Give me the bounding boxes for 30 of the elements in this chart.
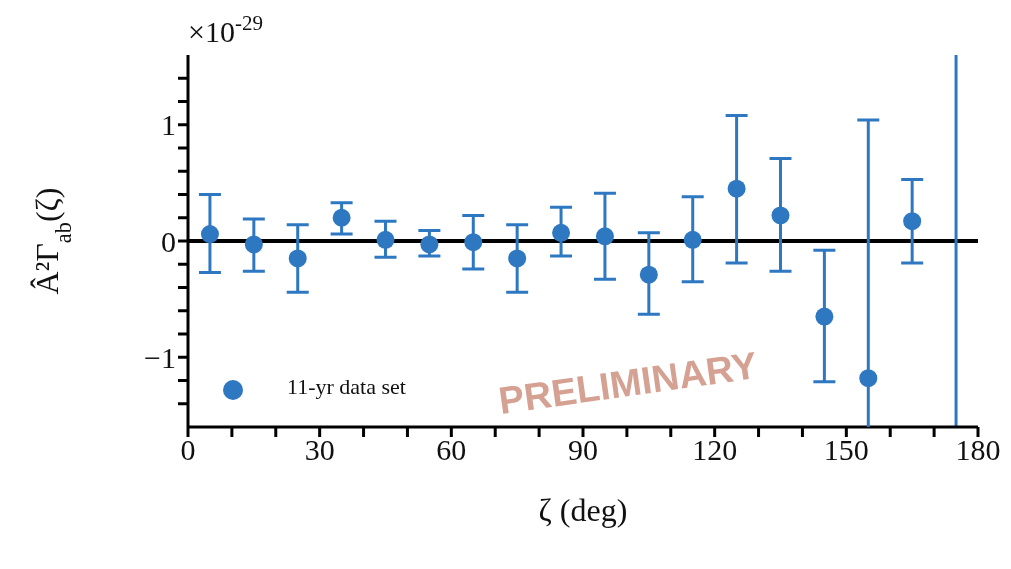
point bbox=[376, 230, 395, 249]
y-tick-label: 0 bbox=[161, 224, 176, 258]
point bbox=[552, 223, 571, 242]
point bbox=[595, 227, 614, 246]
x-tick-label: 120 bbox=[692, 433, 738, 467]
point bbox=[508, 249, 527, 268]
point bbox=[815, 307, 834, 326]
point bbox=[771, 206, 790, 225]
point bbox=[244, 235, 263, 254]
x-tick-label: 90 bbox=[568, 433, 598, 467]
legend-label: 11-yr data set bbox=[287, 374, 406, 399]
point bbox=[859, 369, 878, 388]
point bbox=[683, 230, 702, 249]
x-tick-label: 30 bbox=[304, 433, 335, 467]
text: ×10$^{-29}$ bbox=[188, 11, 263, 48]
point bbox=[420, 235, 439, 254]
x-tick-label: 180 bbox=[955, 433, 1001, 467]
x-axis-title: ζ (deg) bbox=[538, 492, 628, 528]
point bbox=[200, 225, 219, 244]
point bbox=[639, 265, 658, 284]
y-tick-label: −1 bbox=[144, 340, 176, 374]
y-tick-label: 1 bbox=[161, 108, 176, 142]
annotation: PRELIMINARY bbox=[496, 344, 760, 422]
point bbox=[727, 179, 746, 198]
point bbox=[288, 249, 307, 268]
x-tick-label: 60 bbox=[436, 433, 467, 467]
point bbox=[903, 212, 922, 231]
x-tick-label: 150 bbox=[823, 433, 869, 467]
point bbox=[464, 233, 483, 252]
point bbox=[332, 208, 351, 227]
